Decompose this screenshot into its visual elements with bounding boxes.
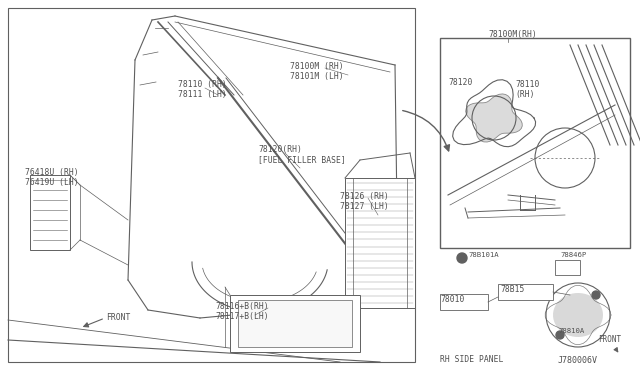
Text: 78B15: 78B15 xyxy=(500,285,524,295)
Text: 78120: 78120 xyxy=(448,78,472,87)
Bar xyxy=(440,294,488,310)
Text: 78B101A: 78B101A xyxy=(468,252,499,258)
Bar xyxy=(555,260,580,275)
Bar xyxy=(345,178,415,308)
Bar xyxy=(498,284,553,300)
Text: J780006V: J780006V xyxy=(558,356,598,365)
Text: 78810A: 78810A xyxy=(558,328,584,334)
Text: 78846P: 78846P xyxy=(560,252,586,258)
Text: 78010: 78010 xyxy=(440,295,465,305)
Bar xyxy=(30,175,70,250)
Text: 78120(RH)
[FUEL FILLER BASE]: 78120(RH) [FUEL FILLER BASE] xyxy=(258,145,346,164)
Text: 76418U (RH)
76419U (LH): 76418U (RH) 76419U (LH) xyxy=(25,168,79,187)
Polygon shape xyxy=(553,293,603,337)
Circle shape xyxy=(556,331,564,339)
Text: 78110 (RH)
78111 (LH): 78110 (RH) 78111 (LH) xyxy=(178,80,227,99)
Text: 78110
(RH): 78110 (RH) xyxy=(515,80,540,99)
Text: FRONT: FRONT xyxy=(106,314,131,323)
Bar xyxy=(238,300,352,347)
Circle shape xyxy=(592,291,600,299)
Text: 78126 (RH)
78127 (LH): 78126 (RH) 78127 (LH) xyxy=(340,192,388,211)
Text: 78100M(RH): 78100M(RH) xyxy=(488,30,537,39)
Text: 78116+B(RH)
78117+B(LH): 78116+B(RH) 78117+B(LH) xyxy=(215,302,269,321)
Bar xyxy=(440,38,630,248)
Bar xyxy=(8,8,415,362)
Polygon shape xyxy=(466,94,522,142)
Text: FRONT: FRONT xyxy=(598,336,621,352)
Circle shape xyxy=(457,253,467,263)
Text: RH SIDE PANEL: RH SIDE PANEL xyxy=(440,355,504,364)
Bar xyxy=(230,295,360,352)
Text: 78100M (RH)
78101M (LH): 78100M (RH) 78101M (LH) xyxy=(290,62,344,81)
